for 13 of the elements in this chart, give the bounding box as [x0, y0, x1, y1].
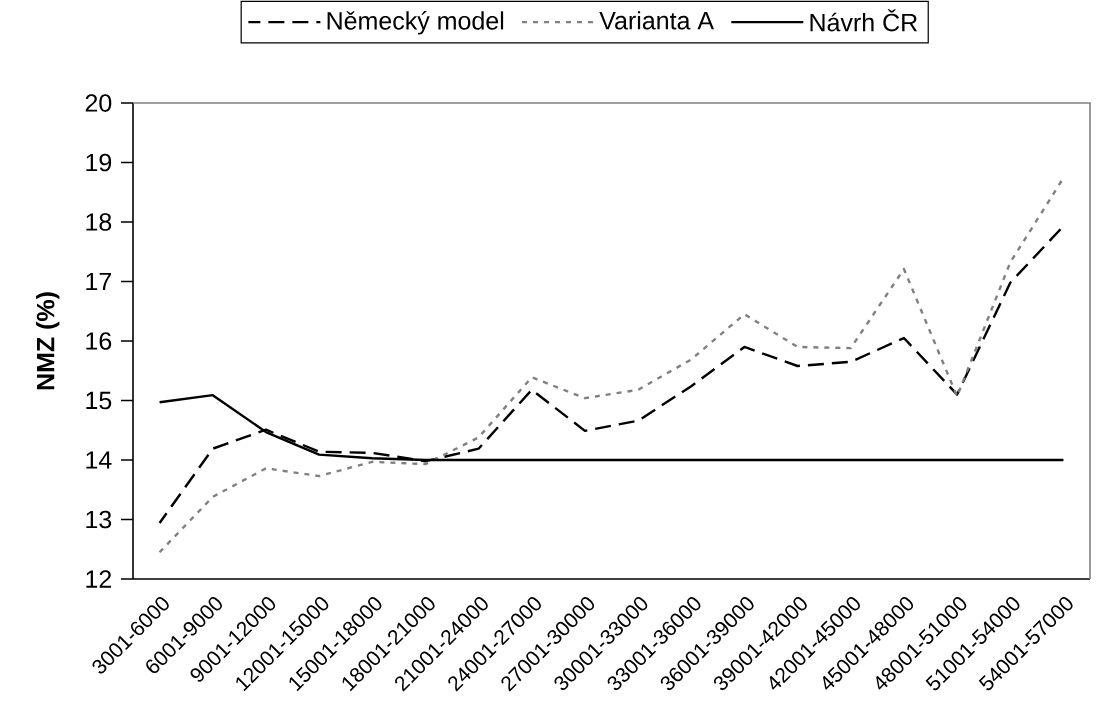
y-axis-title: NMZ (%)	[36, 292, 60, 390]
y-tick-label: 19	[86, 153, 112, 172]
legend-label: Varianta A	[599, 11, 715, 30]
y-tick-label: 14	[86, 451, 112, 469]
y-tick-label: 18	[86, 213, 112, 231]
legend-label: Návrh ČR	[810, 9, 918, 32]
y-tick-label: 20	[85, 94, 112, 112]
y-tick-label: 13	[86, 510, 112, 529]
y-tick-label: 17	[86, 272, 111, 291]
legend-label: Německý model	[327, 11, 504, 35]
y-tick-label: 15	[86, 391, 112, 410]
y-tick-label: 12	[86, 570, 111, 588]
y-tick-label: 16	[86, 332, 112, 350]
